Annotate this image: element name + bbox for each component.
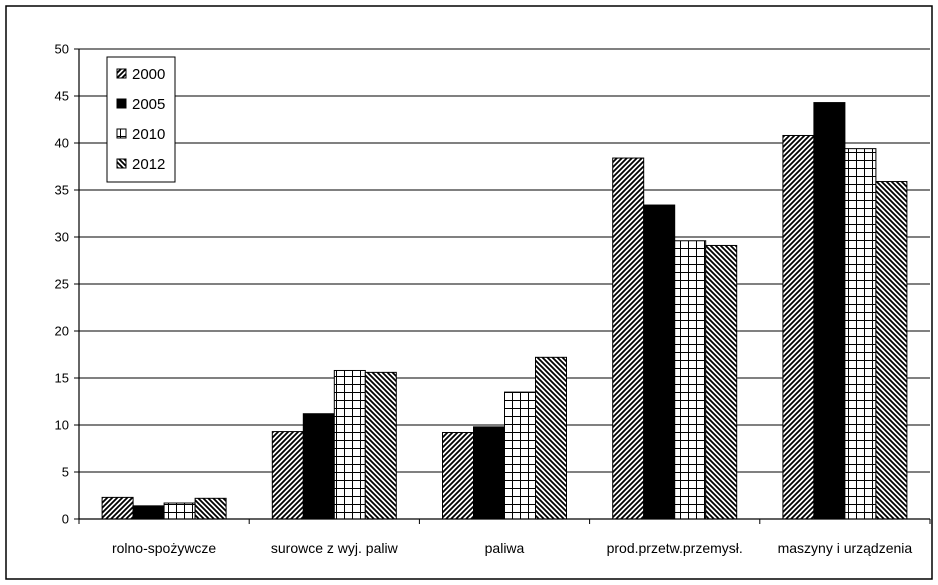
bar-2005-1 [302, 413, 335, 520]
bar-2005-0 [132, 505, 165, 520]
y-tick-label: 45 [55, 89, 69, 104]
legend-label-2012: 2012 [132, 156, 165, 173]
axes [74, 48, 931, 524]
legend-swatch-2005 [116, 98, 127, 109]
bar-2005-4 [813, 102, 846, 520]
legend-label-2010: 2010 [132, 126, 165, 143]
x-tick-label: surowce z wyj. paliw [271, 540, 399, 556]
x-tick-label: paliwa [485, 540, 525, 556]
y-tick-label: 15 [55, 371, 69, 386]
legend: 2000 2005 2010 2012 [106, 56, 176, 183]
y-tick-label: 10 [55, 418, 69, 433]
y-tick-label: 50 [55, 42, 69, 57]
y-tick-label: 20 [55, 324, 69, 339]
bar-2010-4 [844, 148, 877, 520]
bar-2010-2 [504, 391, 536, 520]
bar-2012-1 [364, 371, 397, 520]
bar-2010-1 [333, 369, 366, 520]
bar-2000-0 [101, 496, 134, 520]
bar-2000-1 [271, 431, 304, 520]
y-tick-label: 30 [55, 230, 69, 245]
bar-2000-3 [612, 157, 645, 520]
legend-swatch-2012 [116, 158, 127, 169]
bar-2012-4 [875, 181, 908, 520]
y-tick-label: 35 [55, 183, 69, 198]
legend-swatch-2000 [116, 68, 127, 79]
bars [101, 102, 908, 520]
y-tick-label: 5 [62, 465, 69, 480]
x-tick-label: rolno-spożywcze [112, 540, 216, 556]
legend-swatch-2010 [116, 128, 127, 139]
legend-label-2005: 2005 [132, 96, 165, 113]
legend-label-2000: 2000 [132, 66, 165, 83]
bar-2000-4 [782, 134, 815, 520]
x-tick-label: prod.przetw.przemysł. [607, 540, 743, 556]
bar-2012-0 [194, 497, 227, 520]
tick-labels: 0 5 10 15 20 25 30 35 40 45 50 rolno-spożywcze surow… [55, 42, 913, 557]
x-tick-label: maszyny i urządzenia [778, 540, 913, 556]
bar-2012-2 [535, 356, 567, 520]
bar-2005-2 [473, 426, 505, 520]
bar-2000-2 [442, 432, 474, 520]
y-tick-label: 25 [55, 277, 69, 292]
bar-2010-3 [674, 240, 707, 520]
y-tick-label: 0 [62, 512, 69, 527]
bar-2012-3 [705, 244, 738, 520]
bar-2005-3 [643, 204, 676, 520]
bar-2010-0 [163, 502, 196, 520]
y-tick-label: 40 [55, 136, 69, 151]
